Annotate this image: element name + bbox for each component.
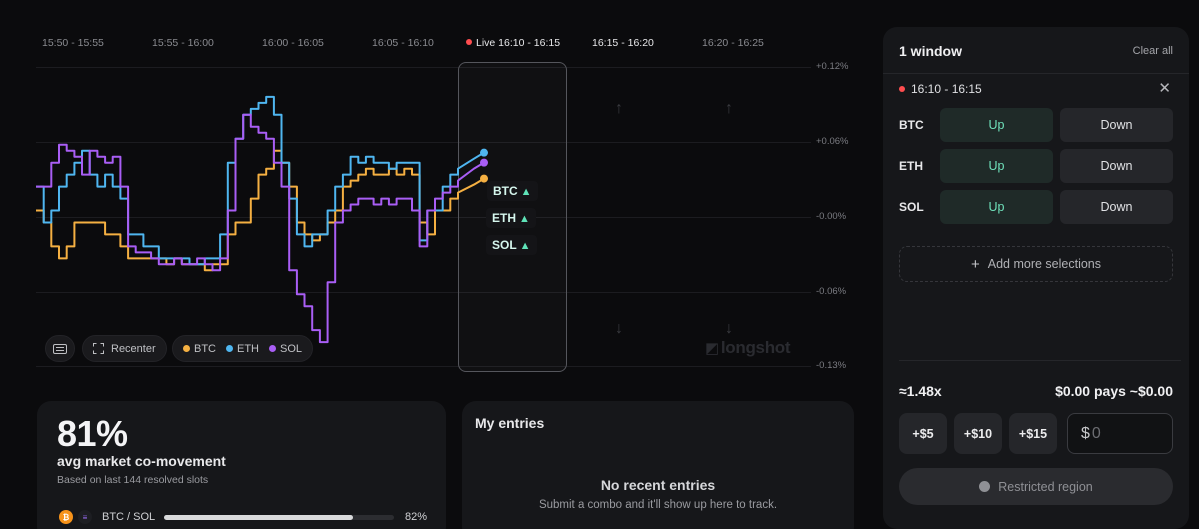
restricted-region-button[interactable]: Restricted region	[899, 468, 1173, 505]
grid-line	[36, 217, 811, 218]
series-endpoint-btc	[480, 174, 488, 183]
grid-line	[36, 142, 811, 143]
time-slot-label: 16:20 - 16:25	[702, 37, 764, 49]
asset-row-eth: ETH Up Down	[899, 149, 1175, 183]
price-lines	[36, 95, 488, 344]
co-movement-percent: 81%	[57, 413, 128, 454]
grid-line	[36, 67, 811, 68]
arrow-down-icon: ↓	[615, 320, 623, 337]
add-15-button[interactable]: +$15	[1009, 413, 1057, 454]
pair-row: ₿ ≡ BTC / SOL 82%	[59, 509, 429, 525]
entries-title: My entries	[475, 415, 545, 431]
divider	[883, 73, 1189, 74]
live-tag-sol: SOL ▲	[486, 235, 537, 255]
bet-slip-panel: 1 window Clear all 16:10 - 16:15 ✕ BTC U…	[883, 27, 1189, 529]
arrow-up-icon: ↑	[725, 100, 733, 117]
my-entries-card: My entries No recent entries Submit a co…	[462, 401, 854, 529]
grid-line	[36, 366, 811, 367]
co-movement-title: avg market co-movement	[57, 453, 226, 469]
triangle-up-icon: ▲	[520, 186, 532, 198]
multiplier: ≈1.48x	[899, 383, 942, 399]
pair-percent: 82%	[405, 511, 428, 523]
globe-icon	[979, 481, 991, 492]
entries-empty-hint: Submit a combo and it'll show up here to…	[538, 499, 778, 511]
series-line-sol	[36, 113, 485, 344]
entries-empty-title: No recent entries	[600, 477, 716, 493]
logo-icon: ◩	[705, 340, 719, 357]
chart-legend: BTC ETH SOL	[172, 335, 314, 362]
pair-progress-fill	[164, 514, 353, 520]
live-dot-icon	[899, 86, 905, 92]
btc-up-button[interactable]: Up	[940, 108, 1053, 142]
add-10-button[interactable]: +$10	[954, 413, 1002, 454]
asset-label: ETH	[899, 159, 923, 173]
btc-dot-icon	[183, 345, 190, 352]
live-window-box[interactable]	[458, 62, 567, 372]
live-dot-icon	[466, 39, 472, 45]
amount-value: 0	[1091, 424, 1101, 442]
legend-item-btc[interactable]: BTC	[183, 343, 216, 355]
series-endpoint-sol	[480, 158, 488, 167]
bet-slip-title: 1 window	[899, 43, 962, 59]
y-tick-label: -0.06%	[816, 286, 847, 297]
pair-label: BTC / SOL	[102, 511, 156, 523]
arrow-down-icon: ↓	[725, 320, 733, 337]
sol-coin-icon: ≡	[78, 510, 92, 524]
eth-up-button[interactable]: Up	[940, 149, 1053, 183]
eth-dot-icon	[226, 345, 233, 352]
clear-all-button[interactable]: Clear all	[1132, 45, 1173, 57]
y-tick-label: +0.12%	[816, 61, 849, 72]
keyboard-button[interactable]	[45, 335, 75, 362]
time-slot-label: 16:05 - 16:10	[372, 37, 434, 49]
amount-input[interactable]: $0	[1067, 413, 1173, 454]
asset-row-btc: BTC Up Down	[899, 108, 1175, 142]
co-movement-note: Based on last 144 resolved slots	[57, 474, 209, 486]
brand-watermark: ◩ longshot	[705, 338, 791, 357]
asset-label: SOL	[899, 200, 924, 214]
asset-row-sol: SOL Up Down	[899, 190, 1175, 224]
divider	[899, 360, 1181, 361]
series-line-eth	[36, 95, 485, 266]
arrow-up-icon: ↑	[615, 100, 623, 117]
triangle-up-icon: ▲	[519, 240, 531, 252]
window-label: 16:10 - 16:15	[899, 82, 982, 96]
series-endpoint-eth	[480, 148, 488, 157]
triangle-up-icon: ▲	[519, 213, 530, 225]
keyboard-icon	[53, 343, 67, 354]
sol-up-button[interactable]: Up	[940, 190, 1053, 224]
add-5-button[interactable]: +$5	[899, 413, 947, 454]
sol-dot-icon	[269, 345, 276, 352]
legend-item-sol[interactable]: SOL	[269, 343, 302, 355]
expand-icon	[93, 343, 104, 354]
plus-icon: +	[970, 255, 980, 273]
grid-line	[36, 292, 811, 293]
recenter-label: Recenter	[111, 342, 156, 355]
time-slot-label: 15:55 - 16:00	[152, 37, 214, 49]
y-tick-label: -0.13%	[816, 360, 847, 371]
time-slot-label: 15:50 - 15:55	[42, 37, 104, 49]
live-slot-label: Live 16:10 - 16:15	[466, 37, 560, 49]
eth-down-button[interactable]: Down	[1060, 149, 1173, 183]
currency-symbol: $	[1081, 424, 1090, 442]
live-tag-eth: ETH ▲	[486, 208, 536, 228]
time-slot-label: 16:15 - 16:20	[592, 37, 654, 49]
btc-down-button[interactable]: Down	[1060, 108, 1173, 142]
live-tag-btc: BTC ▲	[487, 181, 538, 201]
sol-down-button[interactable]: Down	[1060, 190, 1173, 224]
series-line-btc	[36, 149, 485, 272]
payout-summary: $0.00 pays ~$0.00	[1055, 383, 1173, 399]
btc-coin-icon: ₿	[59, 510, 73, 524]
legend-item-eth[interactable]: ETH	[226, 343, 259, 355]
add-more-selections-button[interactable]: + Add more selections	[899, 246, 1173, 282]
y-tick-label: -0.00%	[816, 211, 847, 222]
close-icon[interactable]: ✕	[1158, 80, 1171, 97]
co-movement-card: 81% avg market co-movement Based on last…	[37, 401, 446, 529]
recenter-button[interactable]: Recenter	[82, 335, 167, 362]
price-chart[interactable]: 15:50 - 15:55 15:55 - 16:00 16:00 - 16:0…	[0, 0, 870, 390]
pair-progress-bar	[164, 514, 394, 520]
time-slot-label: 16:00 - 16:05	[262, 37, 324, 49]
y-tick-label: +0.06%	[816, 136, 849, 147]
asset-label: BTC	[899, 118, 924, 132]
